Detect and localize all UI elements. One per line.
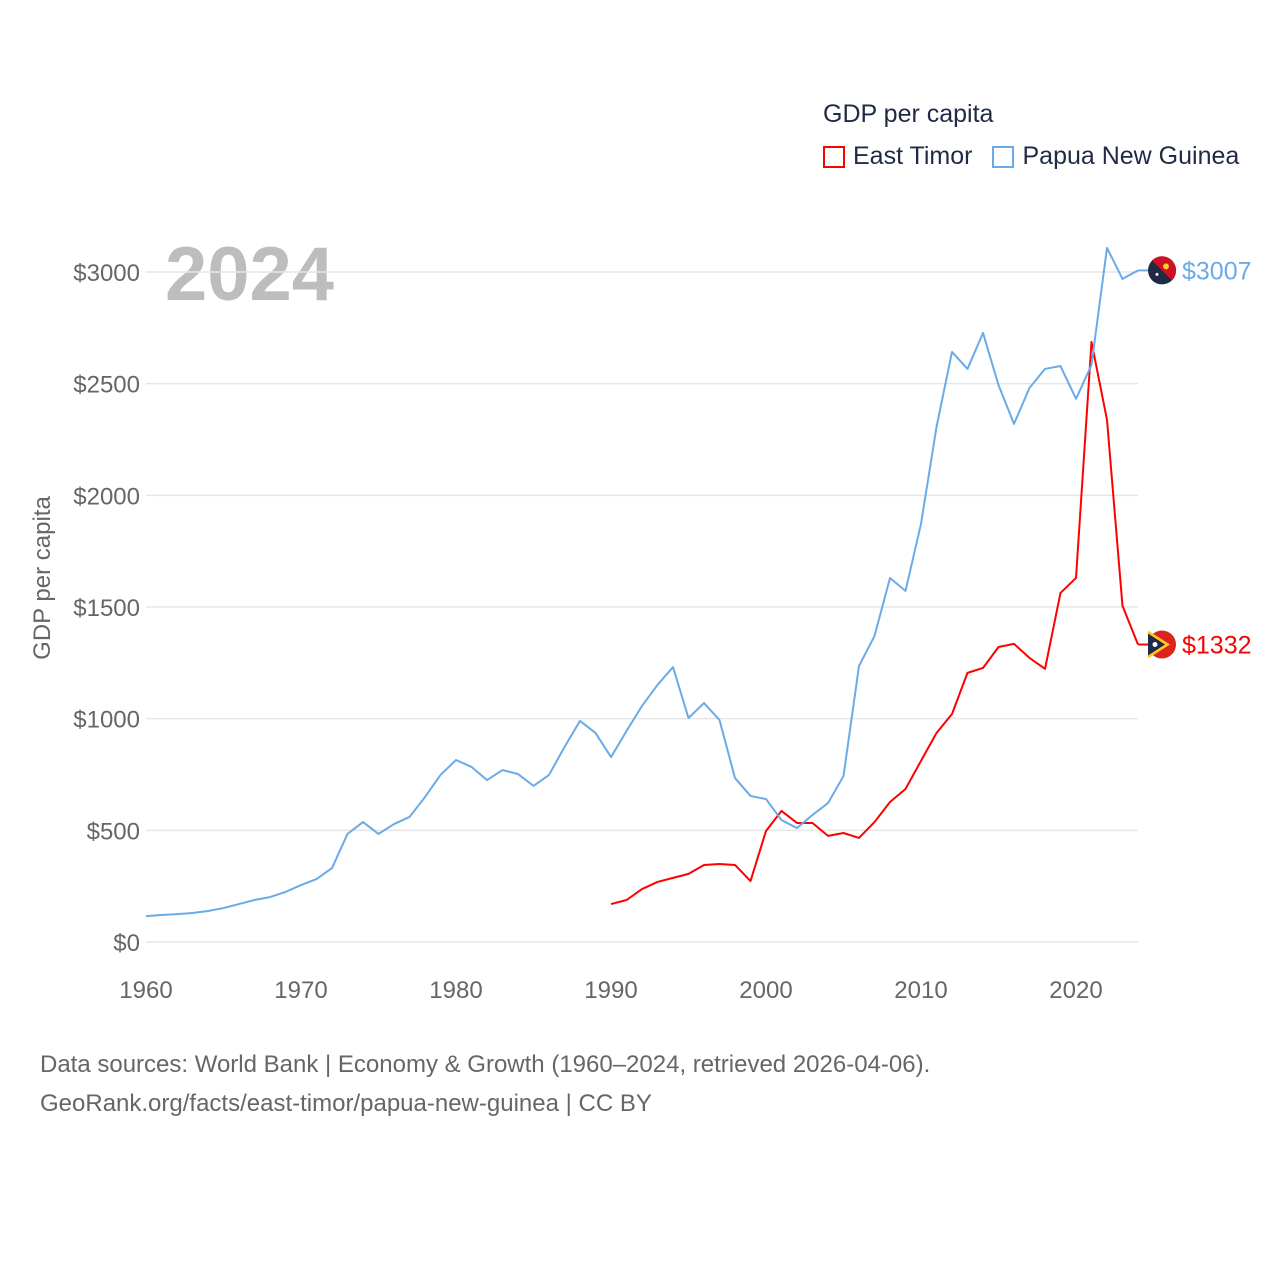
y-tick-label: $500	[87, 818, 140, 845]
legend-label: East Timor	[853, 142, 973, 170]
legend-item-papua-new-guinea[interactable]: Papua New Guinea	[992, 142, 1239, 171]
papua-new-guinea-flag-icon-star	[1155, 272, 1159, 276]
x-tick-label: 2000	[739, 977, 792, 1004]
legend-swatch-papua-new-guinea	[992, 145, 1015, 168]
x-tick-label: 1980	[429, 977, 482, 1004]
y-tick-label: $2000	[73, 483, 140, 510]
x-tick-label: 1960	[119, 977, 172, 1004]
source-line-2: GeoRank.org/facts/east-timor/papua-new-g…	[40, 1090, 652, 1117]
papua-new-guinea-flag-icon-bird	[1163, 263, 1169, 270]
y-axis-title: GDP per capita	[29, 496, 56, 660]
east-timor-flag-icon-star	[1152, 642, 1158, 648]
end-value-label: $3007	[1182, 257, 1252, 285]
x-tick-label: 2020	[1049, 977, 1102, 1004]
series-line-east-timor	[610, 340, 1139, 906]
legend-title: GDP per capita	[823, 100, 994, 128]
year-label: 2024	[165, 232, 334, 317]
legend-label: Papua New Guinea	[1022, 142, 1240, 170]
x-tick-label: 1970	[274, 977, 327, 1004]
end-value-label: $1332	[1182, 632, 1252, 660]
source-line-1: Data sources: World Bank | Economy & Gro…	[40, 1051, 931, 1078]
legend-swatch-east-timor	[823, 145, 845, 168]
y-tick-label: $1500	[73, 595, 140, 622]
y-tick-label: $2500	[73, 372, 140, 399]
y-tick-label: $1000	[73, 707, 140, 734]
legend: East Timor Papua New Guinea	[823, 142, 1259, 171]
legend-item-east-timor[interactable]: East Timor	[823, 142, 972, 171]
x-tick-label: 2010	[894, 977, 947, 1004]
source-note: Data sources: World Bank | Economy & Gro…	[40, 1045, 930, 1123]
x-tick-label: 1990	[584, 977, 637, 1004]
series-line-papua-new-guinea	[145, 246, 1139, 918]
y-tick-label: $3000	[73, 260, 140, 287]
y-tick-label: $0	[113, 930, 140, 957]
